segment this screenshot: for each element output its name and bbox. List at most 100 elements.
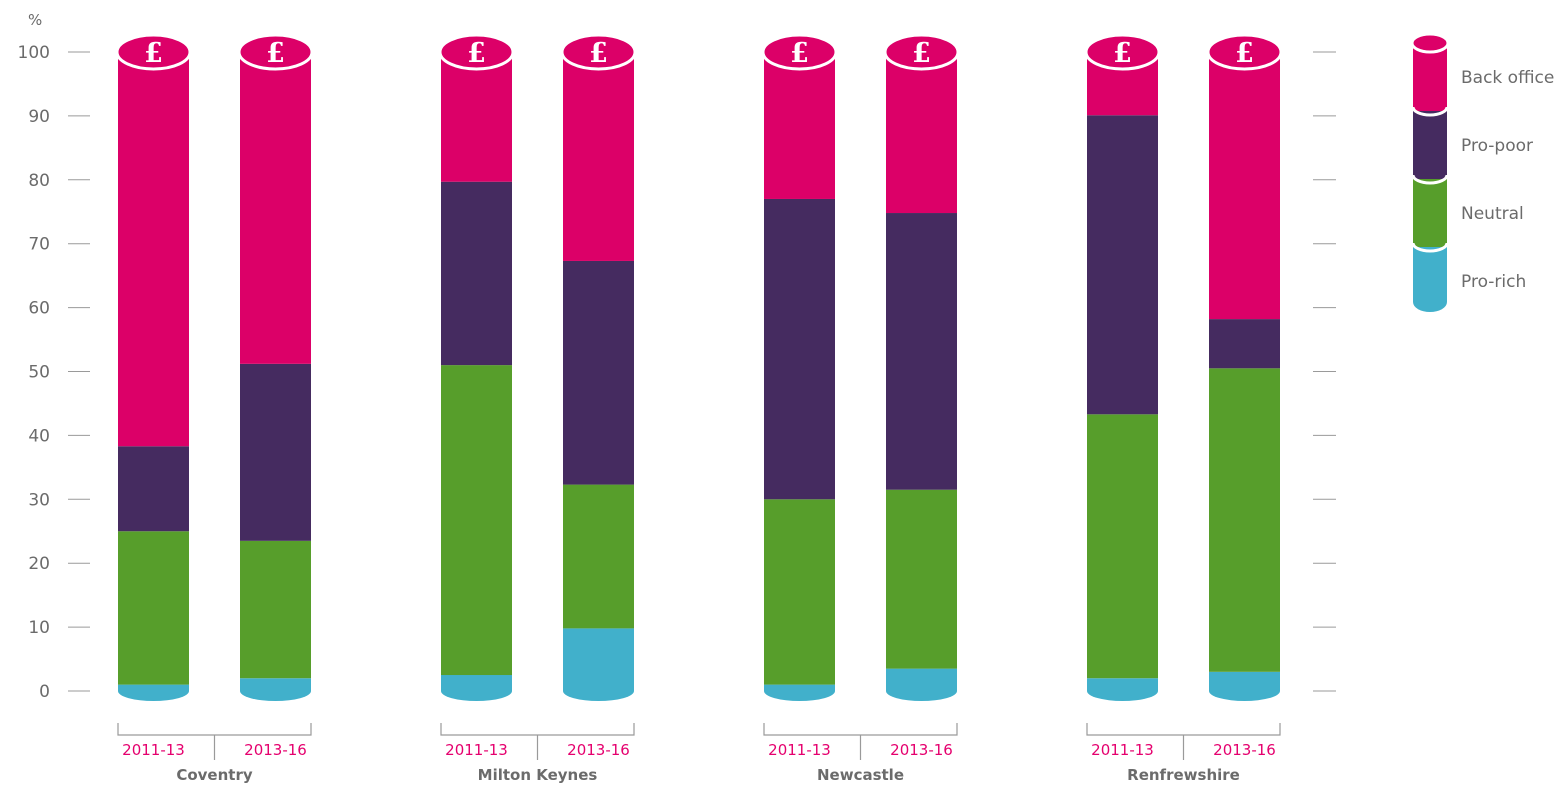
legend-separator [1411,106,1449,117]
period-label: 2011-13 [445,741,508,759]
stacked-bar: £ [560,33,637,701]
stacked-bar: £ [115,33,192,701]
y-tick-label: 50 [28,363,50,383]
pound-coin-icon: £ [237,33,314,71]
group-label: Renfrewshire [1127,766,1240,784]
legend-swatch [1413,111,1447,179]
bar-segment [764,52,835,199]
bar-group: £2011-13 £2013-16 Renfrewshire [1084,33,1283,784]
stacked-bar: £ [237,33,314,701]
bar-segment [1087,414,1158,679]
pound-sign: £ [1235,38,1254,69]
y-tick-label: 100 [18,43,50,63]
legend: Back office Pro-poor Neutral Pro-rich [1410,32,1554,312]
period-label: 2013-16 [890,741,953,759]
bar-segment [441,52,512,182]
group-bracket [440,723,635,760]
y-tick-label: 80 [28,171,50,191]
period-label: 2011-13 [1091,741,1154,759]
stacked-bar: £ [883,33,960,701]
bar-segment [240,52,311,364]
y-tick-label: 60 [28,299,50,319]
legend-label: Pro-poor [1461,136,1533,156]
pound-coin-icon: £ [438,33,515,71]
bar-segment [240,540,311,679]
bar-segment [441,365,512,676]
period-label: 2013-16 [244,741,307,759]
group-label: Coventry [176,766,253,784]
bar-segment [118,52,189,447]
bar-segment [1209,671,1280,701]
bar-segment [1087,678,1158,701]
pound-coin-icon: £ [1206,33,1283,71]
stacked-bar: £ [438,33,515,701]
bar-segment [441,181,512,366]
group-label: Milton Keynes [478,766,598,784]
bar-segment [240,363,311,541]
bar-group: £2011-13 £2013-16 Milton Keynes [438,33,637,784]
bar-groups: £2011-13 £2013-16 Coventry £2011-13 £2013-16… [115,33,1283,784]
period-label: 2011-13 [122,741,185,759]
bar-segment [1209,368,1280,672]
legend-separator [1411,174,1449,185]
stacked-bar: £ [761,33,838,701]
period-label: 2013-16 [567,741,630,759]
bar-segment [441,675,512,701]
group-bracket [117,723,312,760]
pound-sign: £ [912,38,931,69]
bar-segment [240,678,311,701]
pound-sign: £ [589,38,608,69]
pound-coin-icon: £ [883,33,960,71]
bar-segment [886,52,957,214]
pound-coin-icon: £ [761,33,838,71]
y-tick-label: 30 [28,490,50,510]
legend-label: Neutral [1461,204,1524,224]
bar-segment [1087,115,1158,415]
bar-segment [764,684,835,701]
bar-segment [563,52,634,261]
pound-sign: £ [790,38,809,69]
bar-segment [1209,319,1280,369]
pound-coin-icon: £ [115,33,192,71]
bar-segment [764,499,835,685]
bar-segment [764,198,835,500]
legend-label: Back office [1461,68,1554,88]
group-bracket [763,723,958,760]
legend-swatch [1413,179,1447,247]
group-bracket [1086,723,1281,760]
y-tick-label: 70 [28,235,50,255]
y-tick-label: 40 [28,426,50,446]
period-label: 2011-13 [768,741,831,759]
legend-label: Pro-rich [1461,272,1526,292]
legend-swatch [1413,43,1447,111]
bar-group: £2011-13 £2013-16 Newcastle [761,33,960,784]
bar-segment [886,668,957,701]
stacked-bar: £ [1084,33,1161,701]
bar-segment [118,446,189,532]
legend-swatch [1413,247,1447,312]
y-tick-label: 90 [28,107,50,127]
bar-segment [563,628,634,701]
bar-segment [118,684,189,701]
pound-coin-icon: £ [560,33,637,71]
pound-sign: £ [467,38,486,69]
pound-sign: £ [1113,38,1132,69]
legend-separator [1411,242,1449,253]
legend-cap [1410,32,1450,54]
pound-coin-icon: £ [1084,33,1161,71]
bar-segment [886,213,957,490]
bar-segment [1209,52,1280,320]
bar-segment [886,489,957,669]
left-y-axis: 0 10 20 30 40 50 60 70 80 90 100 [18,43,90,702]
y-tick-label: 10 [28,618,50,638]
right-y-axis [1313,51,1336,692]
pound-sign: £ [266,38,285,69]
y-axis-unit-label: % [28,11,42,29]
bar-segment [563,260,634,485]
y-tick-label: 20 [28,554,50,574]
stacked-bar: £ [1206,33,1283,701]
pound-sign: £ [144,38,163,69]
period-label: 2013-16 [1213,741,1276,759]
y-tick-label: 0 [39,682,50,702]
group-label: Newcastle [817,766,904,784]
